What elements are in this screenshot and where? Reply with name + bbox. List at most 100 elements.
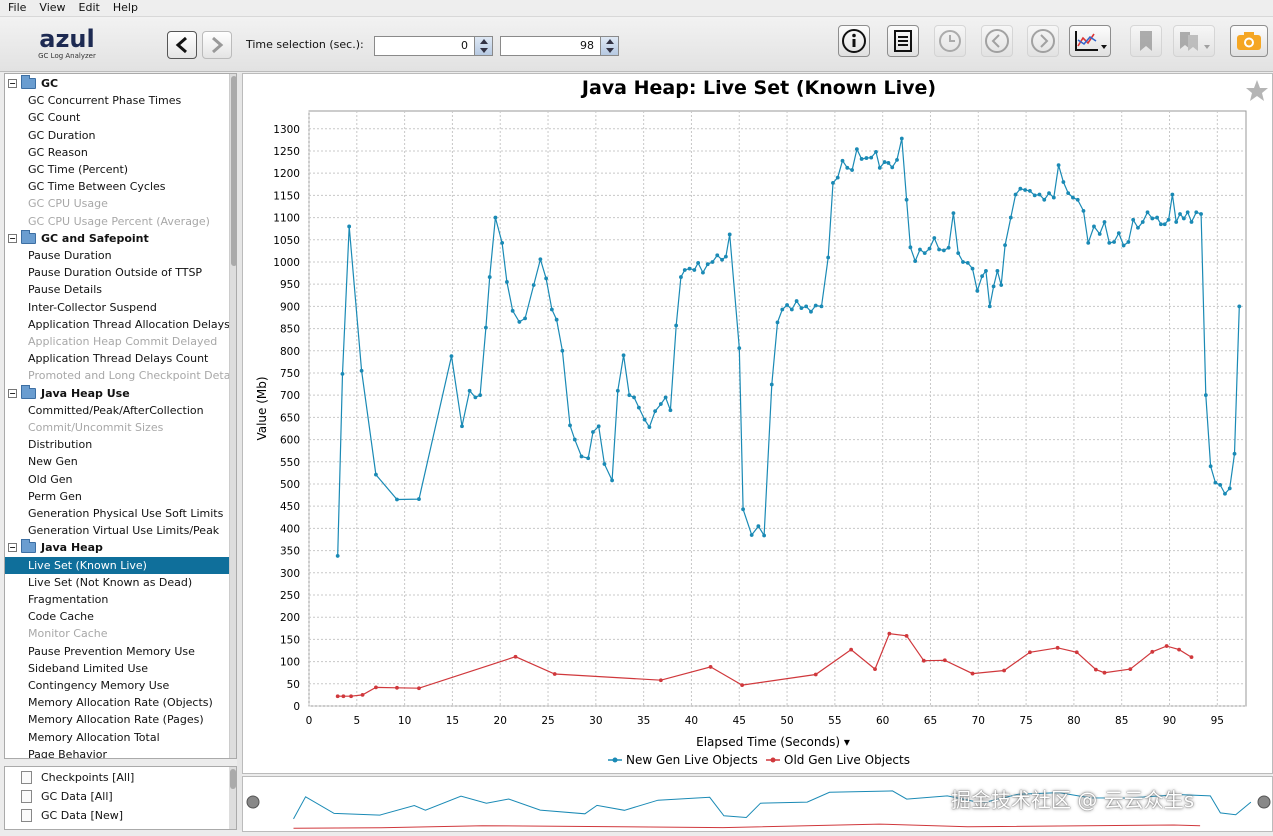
y-tick-label: 200 [280,612,300,624]
data-point [596,424,601,429]
data-point [493,215,498,220]
spinner-arrows-icon[interactable] [474,37,492,55]
data-point [762,533,767,538]
tree-item[interactable]: GC CPU Usage Percent (Average) [28,214,210,228]
tree-item[interactable]: Application Heap Commit Delayed [28,335,218,348]
source-item[interactable]: Checkpoints [All] [19,768,134,787]
source-item[interactable]: GC Data [New] [19,806,123,825]
tree-item[interactable]: Generation Physical Use Soft Limits [28,507,224,520]
data-point [970,266,975,271]
tree-item[interactable]: Pause Prevention Memory Use [28,644,195,658]
tree-item[interactable]: Live Set (Known Live) [5,556,229,574]
favorite-star-icon[interactable] [1246,80,1268,101]
chart-options-button[interactable] [1069,25,1111,57]
tree-item[interactable]: Page Behavior [28,747,107,759]
range-handle-right[interactable] [1257,795,1271,809]
data-point [854,147,859,152]
tree-group[interactable]: − Java Heap [5,539,229,556]
x-axis-label[interactable]: Elapsed Time (Seconds) ▾ [696,735,850,749]
collapse-toggle-icon[interactable]: − [8,388,17,398]
collapse-toggle-icon[interactable]: − [8,233,17,243]
sources-scroll-thumb[interactable] [230,769,236,789]
camera-icon [1237,32,1261,50]
y-tick-label: 1000 [273,257,300,269]
chart-title: Java Heap: Live Set (Known Live) [580,77,936,99]
tree-item[interactable]: Promoted and Long Checkpoint Details [28,369,229,383]
data-point [715,253,720,258]
tree-group[interactable]: − Java Heap Use [5,384,229,402]
time-end-spinner[interactable]: 98 [500,36,619,56]
collapse-toggle-icon[interactable]: − [8,79,17,88]
tree-item[interactable]: Pause Details [28,283,102,297]
menu-file[interactable]: File [8,1,27,14]
tree-item[interactable]: GC Time Between Cycles [28,180,166,194]
tree-item[interactable]: GC Duration [28,128,96,142]
live-set-chart[interactable]: Java Heap: Live Set (Known Live)05010015… [243,74,1273,775]
tree-item[interactable]: Perm Gen [28,489,82,503]
data-point [895,157,899,162]
tree-item[interactable]: Application Thread Delays Count [28,352,209,366]
data-point [886,161,891,165]
tree-item[interactable]: Contingency Memory Use [28,679,170,692]
tree-item[interactable]: Pause Duration Outside of TTSP [28,266,203,280]
tree-item[interactable]: Monitor Cache [28,627,108,641]
bookmark-button[interactable] [1130,25,1162,57]
tree-item[interactable]: Sideband Limited Use [28,661,149,675]
tree-item[interactable]: Generation Virtual Use Limits/Peak [28,524,220,538]
tree-item[interactable]: Memory Allocation Rate (Objects) [28,696,213,710]
tree-item[interactable]: Memory Allocation Total [28,730,160,744]
tree-item[interactable]: Memory Allocation Rate (Pages) [28,713,204,727]
tree-group[interactable]: − GC [5,75,229,92]
tree-item[interactable]: Live Set (Not Known as Dead) [28,575,193,589]
tree-item[interactable]: Commit/Uncommit Sizes [28,421,164,434]
tree-scroll-thumb[interactable] [231,76,236,266]
back-button[interactable] [167,31,197,59]
next-button[interactable] [1027,25,1059,57]
tree-item[interactable]: GC Reason [28,145,88,159]
spinner-arrows-icon[interactable] [600,37,618,55]
range-handle-left[interactable] [246,795,260,809]
tree-group[interactable]: − GC and Safepoint [5,229,229,247]
data-point [610,478,614,483]
overview-strip[interactable] [242,776,1273,832]
tree-item[interactable]: New Gen [28,455,78,469]
bookmarks-menu-button[interactable] [1173,25,1215,57]
data-point [975,288,980,293]
legend-label: New Gen Live Objects [626,753,758,767]
tree-item[interactable]: Pause Duration [28,249,112,262]
menu-help[interactable]: Help [112,1,138,14]
data-point [517,320,522,324]
data-point [937,247,941,252]
panel-splitter[interactable] [237,73,242,830]
tree-item[interactable]: Committed/Peak/AfterCollection [28,403,204,417]
source-item[interactable]: GC Data [All] [19,787,113,806]
report-button[interactable] [887,25,919,57]
tree-item[interactable]: Distribution [28,438,93,452]
menu-view[interactable]: View [39,1,66,14]
y-axis-label: Value (Mb) [255,376,269,440]
collapse-toggle-icon[interactable]: − [8,543,17,553]
tree-item[interactable]: Fragmentation [28,593,109,606]
chevron-left-icon [175,36,187,54]
data-point [538,257,543,262]
tree-item[interactable]: GC Concurrent Phase Times [28,94,182,108]
previous-button[interactable] [981,25,1013,57]
time-start-spinner[interactable]: 0 [374,36,493,56]
clock-button[interactable] [934,25,966,57]
tree-item[interactable]: Old Gen [28,472,73,486]
data-point [467,388,472,393]
screenshot-button[interactable] [1230,25,1268,57]
overview-chart[interactable] [243,777,1273,833]
tree-item[interactable]: Code Cache [28,610,94,624]
tree-item[interactable]: GC Count [28,111,81,125]
sources-scrollbar[interactable] [229,767,236,829]
info-button[interactable] [838,25,870,57]
tree-item[interactable]: Inter-Collector Suspend [28,300,157,314]
tree-item[interactable]: Application Thread Allocation Delays [28,317,229,331]
menu-edit[interactable]: Edit [78,1,100,14]
tree-item[interactable]: GC CPU Usage [28,197,108,211]
tree-item[interactable]: GC Time (Percent) [28,163,129,176]
forward-button[interactable] [202,31,232,59]
tree-scrollbar[interactable] [229,74,236,758]
data-point [417,686,421,691]
